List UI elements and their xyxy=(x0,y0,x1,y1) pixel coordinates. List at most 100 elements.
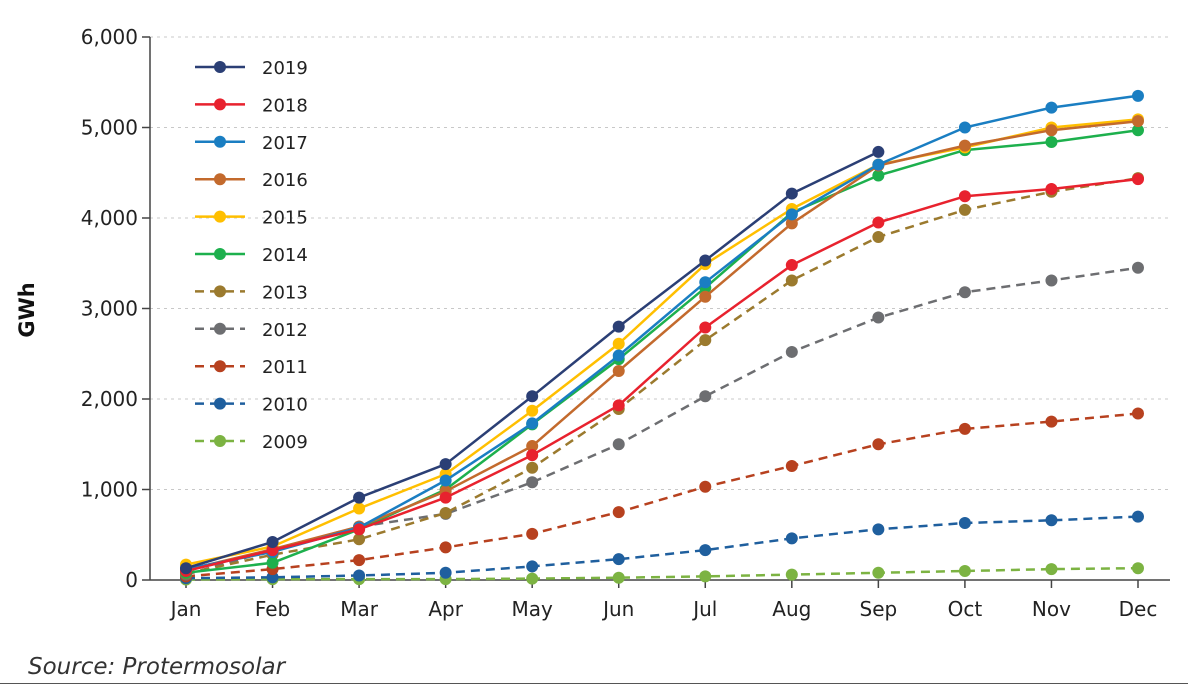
data-point-2014 xyxy=(1045,135,1058,148)
data-point-2014 xyxy=(872,169,885,182)
y-tick-label: 5,000 xyxy=(81,116,138,140)
legend-label-2013: 2013 xyxy=(262,282,308,303)
x-tick-label: Oct xyxy=(948,597,983,621)
legend-marker-2009 xyxy=(214,435,226,447)
x-tick-label: Mar xyxy=(340,597,379,621)
data-point-2017 xyxy=(1045,101,1058,114)
data-point-2017 xyxy=(1132,89,1144,102)
data-point-2018 xyxy=(353,523,366,536)
data-point-2016 xyxy=(785,217,798,230)
data-point-2010 xyxy=(1132,510,1144,523)
data-point-2011 xyxy=(872,438,885,451)
data-point-2012 xyxy=(526,476,539,489)
x-tick-label: May xyxy=(512,597,554,621)
x-tick-label: Jul xyxy=(691,597,717,621)
legend-marker-2015 xyxy=(214,210,226,223)
data-point-2009 xyxy=(785,568,798,581)
y-tick-label: 1,000 xyxy=(81,478,138,502)
data-point-2017 xyxy=(526,417,539,430)
data-point-2011 xyxy=(699,480,712,493)
data-point-2011 xyxy=(785,459,798,472)
legend-label-2014: 2014 xyxy=(262,245,308,266)
data-point-2016 xyxy=(526,440,539,453)
x-tick-label: Sep xyxy=(860,597,898,621)
legend-label-2017: 2017 xyxy=(262,133,308,154)
data-point-2010 xyxy=(353,569,366,582)
y-tick-label: 2,000 xyxy=(81,387,138,411)
data-point-2019 xyxy=(872,145,885,158)
data-point-2014 xyxy=(1132,124,1144,137)
data-point-2011 xyxy=(1132,407,1144,420)
data-point-2010 xyxy=(785,532,798,545)
data-point-2017 xyxy=(439,474,452,487)
data-point-2018 xyxy=(526,449,539,462)
y-tick-label: 0 xyxy=(125,568,138,592)
series-line-2010 xyxy=(185,515,1139,580)
data-point-2013 xyxy=(699,334,712,347)
series-line-2009 xyxy=(185,566,1139,581)
legend-marker-2019 xyxy=(214,61,226,73)
data-point-2018 xyxy=(958,190,971,203)
legend-marker-2018 xyxy=(214,98,226,111)
data-point-2010 xyxy=(526,560,539,573)
data-point-2016 xyxy=(612,364,625,377)
data-point-2016 xyxy=(1045,124,1058,137)
legend-marker-2012 xyxy=(214,322,226,335)
data-point-2012 xyxy=(958,286,971,299)
x-tick-label: Jan xyxy=(169,597,202,621)
x-tick-label: Nov xyxy=(1032,597,1071,621)
x-tick-label: Apr xyxy=(428,597,463,621)
series-line-2013 xyxy=(185,176,1139,575)
x-tick-label: Jun xyxy=(601,597,634,621)
series-line-2011 xyxy=(185,412,1139,578)
data-point-2011 xyxy=(958,422,971,435)
data-point-2019 xyxy=(612,320,625,333)
data-point-2018 xyxy=(1132,173,1144,186)
data-point-2019 xyxy=(699,254,712,267)
data-point-2011 xyxy=(1045,415,1058,428)
data-point-2013 xyxy=(439,507,452,520)
data-point-2010 xyxy=(699,544,712,557)
data-point-2016 xyxy=(958,139,971,152)
data-point-2019 xyxy=(526,390,539,403)
legend-marker-2013 xyxy=(214,285,226,298)
legend-marker-2016 xyxy=(214,173,226,186)
x-tick-label: Feb xyxy=(255,597,290,621)
x-tick-label: Dec xyxy=(1119,597,1158,621)
legend-label-2016: 2016 xyxy=(262,170,308,191)
y-axis-label: GWh xyxy=(15,282,39,337)
legend-marker-2011 xyxy=(214,360,226,373)
legend-label-2010: 2010 xyxy=(262,395,308,416)
data-point-2012 xyxy=(785,345,798,358)
data-point-2019 xyxy=(266,535,279,548)
series-line-2016 xyxy=(185,119,1139,572)
data-point-2017 xyxy=(785,208,798,221)
data-point-2018 xyxy=(1045,183,1058,196)
data-point-2011 xyxy=(439,541,452,554)
data-point-2019 xyxy=(785,187,798,200)
data-point-2009 xyxy=(1132,562,1144,575)
data-point-2013 xyxy=(785,274,798,287)
data-point-2017 xyxy=(612,349,625,362)
data-point-2013 xyxy=(526,461,539,474)
data-point-2012 xyxy=(1045,274,1058,287)
legend-label-2018: 2018 xyxy=(262,95,308,116)
data-point-2018 xyxy=(612,399,625,412)
y-tick-label: 4,000 xyxy=(81,206,138,230)
data-point-2018 xyxy=(439,491,452,504)
series-line-2014 xyxy=(185,128,1139,575)
data-point-2012 xyxy=(699,390,712,403)
data-point-2009 xyxy=(526,572,539,585)
data-point-2018 xyxy=(785,259,798,272)
axes: 0 1,000 2,000 3,000 4,000 5,000 6,000 Jan Feb Mar… xyxy=(81,25,1170,621)
legend-label-2019: 2019 xyxy=(262,58,308,79)
data-point-2018 xyxy=(699,321,712,334)
y-tick-label: 6,000 xyxy=(81,25,138,49)
data-point-2011 xyxy=(353,554,366,567)
data-point-2014 xyxy=(266,556,279,569)
y-tick-label: 3,000 xyxy=(81,297,138,321)
source-note: Source: Protermosolar xyxy=(28,654,286,680)
legend-label-2009: 2009 xyxy=(262,432,308,453)
data-point-2018 xyxy=(872,216,885,229)
